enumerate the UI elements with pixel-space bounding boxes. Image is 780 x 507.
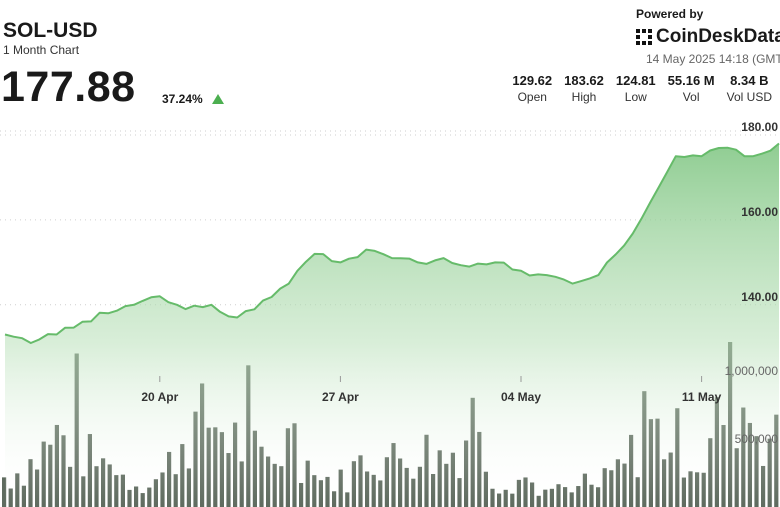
coindesk-logo-icon [636,28,653,46]
chart-subtitle: 1 Month Chart [3,43,80,57]
stat-vol: 55.16 M Vol [662,73,721,105]
stat-label: Vol [682,90,700,104]
stat-low: 124.81 Low [610,73,662,105]
stat-label: High [571,90,597,104]
x-tick-label: 04 May [501,390,541,404]
volume-bar [2,477,7,507]
brand-name: CoinDeskData [656,26,780,47]
up-arrow-icon [212,94,224,104]
price-line [4,142,780,344]
y-tick-label: 140.00 [741,290,778,304]
price-area-fill [5,143,779,507]
volume-tick-label: 1,000,000 [725,364,779,378]
price-change: 37.24% [162,92,203,106]
stats-row: 129.62 Open 183.62 High 124.81 Low 55.16… [506,73,778,105]
x-tick-label: 11 May [682,390,722,404]
timestamp: 14 May 2025 14:18 (GMT) [646,52,780,66]
stat-value: 183.62 [564,73,604,88]
stat-high: 183.62 High [558,73,610,105]
stat-label: Open [517,90,547,104]
stat-label: Low [624,90,647,104]
powered-by-label: Powered by [636,7,704,21]
volume-axis-labels: 1,000,000 500,000 [725,364,779,446]
stat-label: Vol USD [726,90,772,104]
x-axis-labels: 20 Apr 27 Apr 04 May 11 May [141,376,722,404]
stat-open: 129.62 Open [506,73,558,105]
volume-tick-label: 500,000 [735,432,779,446]
symbol-title: SOL-USD [3,19,98,42]
y-tick-label: 180.00 [741,120,778,134]
y-axis-labels: 140.00 160.00 180.00 [741,120,778,304]
stat-vol-usd: 8.34 B Vol USD [721,73,778,105]
y-tick-label: 160.00 [741,205,778,219]
stat-value: 129.62 [512,73,553,88]
stat-value: 8.34 B [730,73,769,88]
x-tick-label: 27 Apr [322,390,359,404]
stat-value: 124.81 [615,73,656,88]
stat-value: 55.16 M [667,73,715,88]
x-tick-label: 20 Apr [141,390,178,404]
brand-logo[interactable]: CoinDeskData [636,26,780,48]
price-area [4,142,780,507]
current-price: 177.88 [1,63,136,111]
